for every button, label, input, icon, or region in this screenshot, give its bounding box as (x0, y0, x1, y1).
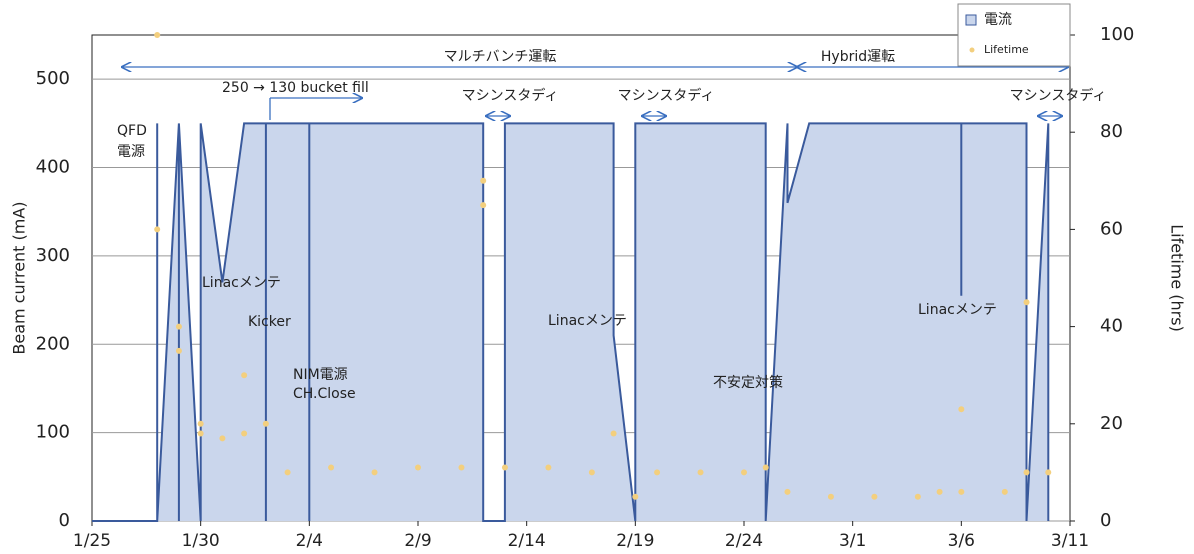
lifetime-point (784, 488, 791, 495)
legend-box (957, 3, 1071, 67)
arrows (122, 67, 1068, 120)
lifetime-point (328, 464, 335, 471)
x-tick-label: 3/11 (1051, 531, 1089, 551)
annotation: Linacメンテ (918, 302, 997, 318)
lifetime-point (1023, 299, 1030, 306)
y2-tick-label: 80 (1100, 121, 1123, 142)
lifetime-point (827, 493, 834, 500)
y-tick-label: 300 (36, 245, 70, 266)
annotation: CH.Close (293, 386, 356, 402)
lifetime-point (197, 430, 204, 437)
lifetime-point (480, 202, 487, 209)
lifetime-point (588, 469, 595, 476)
annotation: Linacメンテ (548, 313, 627, 329)
lifetime-point (871, 493, 878, 500)
legend-label: Lifetime (984, 43, 1029, 56)
lifetime-point (458, 464, 465, 471)
y2-axis-label: Lifetime (hrs) (1168, 224, 1187, 332)
current-line (92, 122, 1050, 522)
current-area (92, 123, 1049, 522)
legend-swatch (969, 47, 975, 53)
lifetime-point (371, 469, 378, 476)
lifetime-point (762, 464, 769, 471)
x-tick-label: 2/14 (508, 531, 546, 551)
lifetime-point (501, 464, 508, 471)
annotation: マシンスタディ (1010, 87, 1107, 104)
y-tick-label: 100 (36, 422, 70, 443)
y-tick-label: 500 (36, 68, 70, 89)
lifetime-point (197, 420, 204, 427)
x-tick-label: 2/4 (296, 531, 323, 551)
annotation: マシンスタディ (618, 87, 715, 104)
y2-tick-label: 40 (1100, 316, 1123, 337)
y-tick-label: 200 (36, 333, 70, 354)
y2-tick-label: 100 (1100, 24, 1134, 45)
x-tick-label: 2/19 (616, 531, 654, 551)
lifetime-point (284, 469, 291, 476)
x-tick-label: 3/6 (948, 531, 975, 551)
lifetime-point (262, 420, 269, 427)
lifetime-point (415, 464, 421, 471)
y2-tick-label: 60 (1100, 218, 1123, 239)
annotation: Hybrid運転 (821, 49, 895, 65)
lifetime-point (175, 323, 182, 330)
lifetime-point (936, 488, 943, 495)
annotation: 不安定対策 (713, 374, 783, 391)
lifetime-point (480, 177, 487, 184)
annotation: NIM電源 (293, 367, 348, 383)
lifetime-point (632, 493, 639, 500)
lifetime-point (958, 406, 965, 413)
legend-label: 電流 (984, 12, 1012, 28)
lifetime-point (914, 493, 921, 500)
lifetime-point (241, 372, 248, 379)
x-tick-label: 3/1 (839, 531, 866, 551)
legend: 電流 Lifetime (957, 3, 1071, 67)
lifetime-point (175, 347, 182, 354)
x-tick-label: 2/24 (725, 531, 763, 551)
lifetime-point (1001, 488, 1008, 495)
lifetime-point (219, 435, 226, 442)
lifetime-point (154, 226, 161, 233)
annotation: Kicker (248, 314, 291, 330)
y-axis-label: Beam current (mA) (10, 201, 29, 354)
lifetime-point (1045, 469, 1052, 476)
lifetime-point (741, 469, 747, 476)
lifetime-point (1023, 469, 1030, 476)
lifetime-point (654, 469, 661, 476)
x-tick-label: 1/30 (182, 531, 220, 551)
annotation: マルチバンチ運転 (444, 49, 557, 65)
annotation: QFD (117, 123, 147, 139)
annotation: Linacメンテ (202, 275, 281, 291)
lifetime-point (958, 488, 965, 495)
annotation: マシンスタディ (462, 87, 559, 104)
lifetime-point (610, 430, 617, 437)
y2-tick-label: 0 (1100, 510, 1111, 531)
lifetime-point (154, 32, 161, 38)
annotation: 250 → 130 bucket fill (222, 80, 369, 96)
lifetime-point (545, 464, 552, 471)
x-tick-label: 1/25 (73, 531, 111, 551)
y-tick-label: 400 (36, 157, 70, 178)
lifetime-point (241, 430, 248, 437)
lifetime-point (697, 469, 704, 476)
x-tick-label: 2/9 (404, 531, 431, 551)
annotation: 電源 (117, 144, 145, 160)
y2-tick-label: 20 (1100, 413, 1123, 434)
y-tick-label: 0 (59, 510, 70, 531)
legend-swatch (965, 14, 977, 26)
